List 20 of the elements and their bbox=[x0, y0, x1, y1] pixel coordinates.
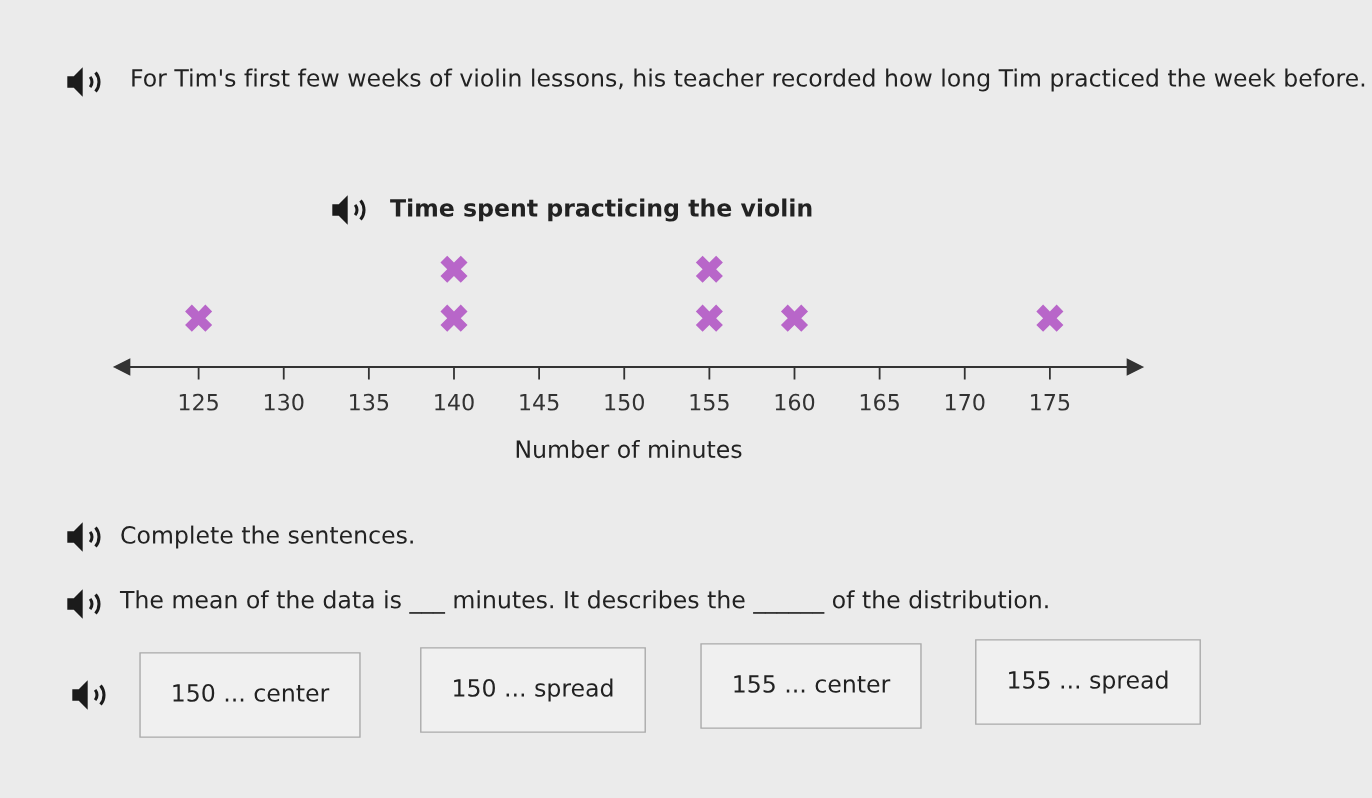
text: The mean of the data is ___ minutes. It describes the ______ of the distribution. bbox=[119, 590, 1048, 614]
x-tick-label: 170 bbox=[945, 393, 985, 411]
text: 150 ... spread bbox=[454, 678, 613, 702]
x-tick-label: 140 bbox=[435, 393, 474, 411]
x-tick-label: 135 bbox=[350, 393, 389, 411]
x-tick-label: 125 bbox=[179, 393, 218, 411]
x-tick-label: 175 bbox=[1031, 394, 1070, 411]
text: 155 ... center bbox=[734, 675, 891, 693]
x-tick-label: 130 bbox=[264, 393, 304, 411]
text: 155 ... spread bbox=[1009, 670, 1168, 694]
x-tick-label: 150 bbox=[605, 393, 644, 411]
text: For Tim's first few weeks of violin lessons, his teacher recorded how long Tim practiced the week before. bbox=[132, 68, 1365, 92]
x-tick-label: 145 bbox=[520, 394, 559, 411]
x-tick-label: 165 bbox=[860, 393, 899, 411]
text: Complete the sentences. bbox=[121, 525, 413, 549]
x-tick-label: 155 bbox=[690, 394, 729, 411]
chart-title: Time spent practicing the violin bbox=[390, 198, 812, 222]
x-axis-title: Number of minutes bbox=[516, 439, 742, 459]
text: 150 ... center bbox=[173, 683, 330, 702]
x-tick-label: 160 bbox=[775, 393, 815, 411]
